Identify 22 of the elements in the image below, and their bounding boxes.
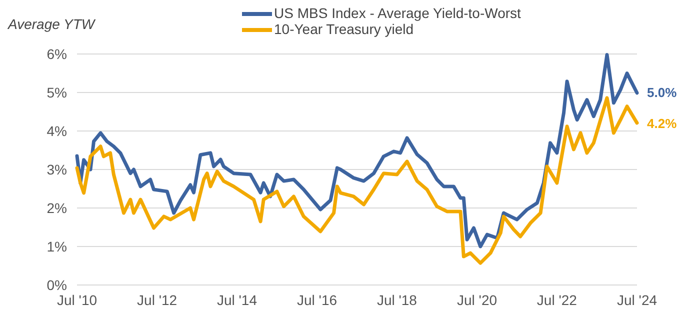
y-axis-title: Average YTW [7,16,96,32]
x-tick-label: Jul '22 [536,292,578,308]
legend-label: US MBS Index - Average Yield-to-Worst [274,5,522,21]
y-tick-label: 3% [46,161,67,178]
y-tick-label: 0% [46,276,67,293]
x-tick-label: Jul '24 [616,292,658,308]
x-tick-label: Jul '14 [216,292,258,308]
line-series [75,53,639,248]
x-tick-label: Jul '18 [376,292,418,308]
y-tick-label: 4% [46,122,67,139]
y-tick-label: 5% [46,84,67,100]
x-tick-label: Jul '16 [297,292,338,308]
y-tick-label: 1% [46,238,67,254]
legend-label: 10-Year Treasury yield [274,21,414,37]
annotation: 5.0% [647,85,678,100]
x-tick-label: Jul '12 [137,292,178,308]
line-series [75,96,639,265]
annotation: 4.2% [647,116,678,131]
x-tick-label: Jul '10 [56,292,98,308]
x-tick-label: Jul '20 [457,292,498,308]
y-tick-label: 2% [46,200,67,216]
y-tick-label: 6% [46,46,67,62]
